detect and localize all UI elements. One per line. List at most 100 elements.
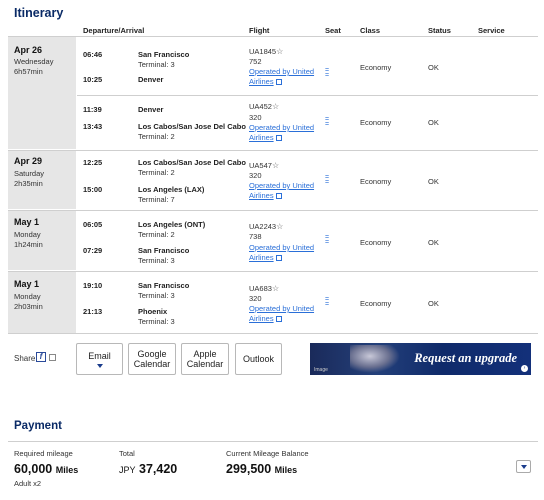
operated-by-link[interactable]: Operated by United	[249, 67, 315, 76]
flight-number: UA547☆	[249, 161, 279, 170]
day-weekday: Saturday	[14, 169, 45, 178]
day-weekday: Wednesday	[14, 57, 54, 66]
apple-label-line1: Apple	[193, 349, 217, 359]
status-value: OK	[428, 299, 439, 308]
header-status: Status	[428, 26, 451, 35]
seat-link[interactable]: =	[325, 174, 330, 181]
star-icon[interactable]: ☆	[271, 161, 280, 170]
seat-link[interactable]: =	[325, 179, 330, 186]
operated-by-link[interactable]: Operated by United	[249, 243, 315, 252]
external-link-icon	[275, 135, 282, 142]
day-duration: 2h35min	[14, 179, 43, 188]
operated-by-link[interactable]: Airlines	[249, 314, 282, 323]
dep-city: Los Angeles (ONT)	[138, 220, 206, 229]
dep-city: San Francisco	[138, 50, 190, 59]
star-icon[interactable]: ☆	[276, 47, 284, 56]
seat-link[interactable]: =	[325, 116, 330, 123]
banner-text: Request an upgrade	[414, 351, 517, 365]
flight-number: UA1845☆	[249, 47, 283, 56]
arr-time: 10:25	[83, 75, 103, 84]
operated-by-link[interactable]: Operated by United	[249, 123, 315, 132]
operated-by-link[interactable]: Airlines	[249, 133, 282, 142]
header-seat: Seat	[325, 26, 341, 35]
arr-time: 15:00	[83, 185, 103, 194]
operated-by-link[interactable]: Airlines	[249, 253, 282, 262]
operated-by-link[interactable]: Operated by United	[249, 181, 315, 190]
share-external-icon[interactable]	[49, 354, 56, 361]
required-mileage-value: 60,000 Miles	[14, 462, 78, 476]
dep-terminal: Terminal: 3	[138, 291, 175, 300]
star-icon[interactable]: ☆	[271, 102, 280, 111]
star-icon[interactable]: ☆	[276, 222, 284, 231]
required-mileage-number: 60,000	[14, 462, 53, 476]
divider	[77, 95, 538, 96]
payment-title: Payment	[14, 420, 62, 432]
seat-link[interactable]: =	[325, 234, 330, 241]
operated-by-link[interactable]: Airlines	[249, 77, 282, 86]
day-cell	[8, 37, 76, 149]
facebook-icon[interactable]: f	[36, 352, 46, 362]
required-mileage-unit: Miles	[55, 465, 79, 475]
day-date: May 1	[14, 217, 40, 227]
outlook-button[interactable]: Outlook	[235, 343, 282, 375]
dep-terminal: Terminal: 3	[138, 60, 175, 69]
seat-link[interactable]: =	[325, 72, 330, 79]
email-button[interactable]: Email	[76, 343, 123, 375]
seat-link[interactable]: =	[325, 67, 330, 74]
divider	[8, 271, 538, 272]
seat-link[interactable]: =	[325, 121, 330, 128]
day-weekday: Monday	[14, 230, 41, 239]
divider	[8, 36, 538, 37]
total-number: 37,420	[139, 462, 178, 476]
status-value: OK	[428, 238, 439, 247]
arrow-right-icon: ›	[521, 365, 528, 372]
arr-terminal: Terminal: 3	[138, 317, 175, 326]
google-label-line2: Calendar	[133, 359, 171, 369]
header-flight: Flight	[249, 26, 270, 35]
day-date: Apr 26	[14, 45, 43, 55]
class-value: Economy	[360, 299, 392, 308]
dep-time: 06:05	[83, 220, 103, 229]
adult-count: Adult x2	[14, 479, 42, 488]
dep-terminal: Terminal: 2	[138, 168, 175, 177]
dep-time: 19:10	[83, 281, 103, 290]
dep-terminal: Terminal: 2	[138, 230, 175, 239]
dep-city: Los Cabos/San Jose Del Cabo	[138, 158, 246, 167]
arr-time: 21:13	[83, 307, 103, 316]
arr-city: Los Cabos/San Jose Del Cabo	[138, 122, 246, 131]
upgrade-banner[interactable]: Image Request an upgrade ›	[310, 343, 531, 375]
divider	[8, 150, 538, 151]
dep-city: Denver	[138, 105, 164, 114]
seat-link[interactable]: =	[325, 239, 330, 246]
seat-link[interactable]: =	[325, 296, 330, 303]
flight-code: UA683	[249, 284, 272, 293]
arr-time: 07:29	[83, 246, 103, 255]
outlook-label: Outlook	[242, 354, 275, 364]
arr-city: San Francisco	[138, 246, 190, 255]
seat-link[interactable]: =	[325, 301, 330, 308]
banner-caption: Image	[314, 367, 328, 373]
arr-city: Los Angeles (LAX)	[138, 185, 205, 194]
chevron-down-icon	[520, 464, 527, 469]
external-link-icon	[275, 255, 282, 262]
banner-image	[350, 345, 400, 373]
day-cell	[8, 272, 76, 333]
flight-number: UA2243☆	[249, 222, 283, 231]
payment-expand-button[interactable]	[516, 460, 531, 473]
star-icon[interactable]: ☆	[271, 284, 280, 293]
flight-code: UA452	[249, 102, 272, 111]
email-label: Email	[88, 350, 111, 361]
google-calendar-button[interactable]: Google Calendar	[128, 343, 176, 375]
status-value: OK	[428, 63, 439, 72]
flight-code: UA1845	[249, 47, 277, 56]
apple-calendar-button[interactable]: Apple Calendar	[181, 343, 229, 375]
external-link-icon	[275, 79, 282, 86]
divider	[8, 333, 538, 334]
operated-by-link[interactable]: Airlines	[249, 191, 282, 200]
arr-terminal: Terminal: 3	[138, 256, 175, 265]
operated-by-link[interactable]: Operated by United	[249, 304, 315, 313]
external-link-icon	[275, 316, 282, 323]
day-duration: 6h57min	[14, 67, 43, 76]
dep-city: San Francisco	[138, 281, 190, 290]
share-label: Share	[14, 354, 36, 363]
